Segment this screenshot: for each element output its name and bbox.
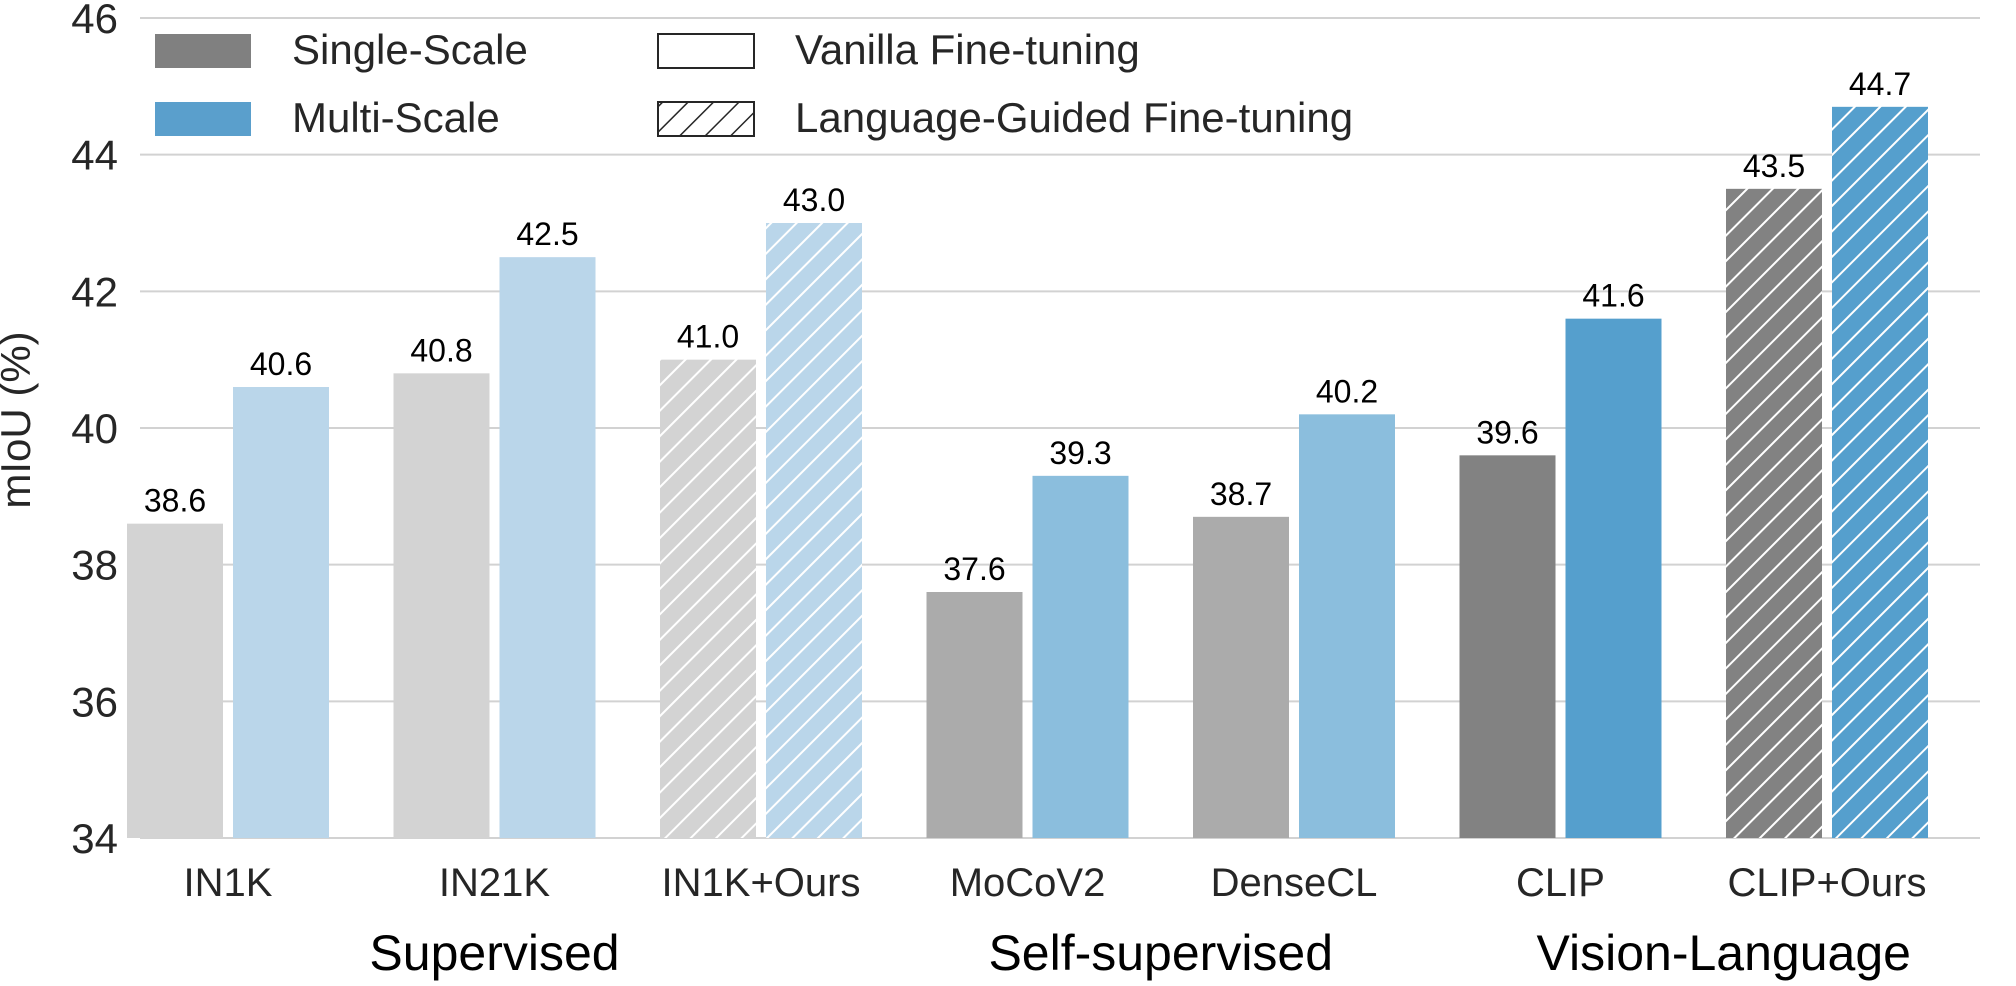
category-label: IN1K (184, 861, 273, 905)
group-labels: Supervised Self-supervised Vision-Language (369, 925, 1911, 981)
bar-multi-scale-densecl (1299, 414, 1395, 838)
legend-label: Single-Scale (292, 26, 528, 73)
legend-label: Multi-Scale (292, 94, 500, 141)
bar-multi-scale-mocov2 (1032, 475, 1129, 838)
bar-single-scale-densecl (1193, 516, 1289, 838)
value-label: 40.8 (410, 332, 472, 368)
bar-single-scale-in21k (393, 373, 490, 838)
y-axis-label: mIoU (%) (0, 331, 39, 508)
category-label: DenseCL (1211, 861, 1378, 905)
bar-single-scale-in1k-ours (660, 359, 756, 838)
legend-label: Language-Guided Fine-tuning (795, 94, 1353, 141)
value-label: 41.6 (1582, 278, 1644, 314)
legend-swatch (155, 102, 251, 136)
value-label: 41.0 (677, 319, 739, 355)
y-tick-label: 34 (71, 815, 118, 862)
value-label: 43.0 (783, 182, 845, 218)
category-labels: IN1K IN21K IN1K+Ours MoCoV2 DenseCL CLIP CLIP+… (184, 861, 1927, 905)
bar-multi-scale-clip-ours (1832, 106, 1928, 839)
category-label: MoCoV2 (950, 861, 1106, 905)
value-label: 44.7 (1849, 66, 1911, 102)
value-label: 38.6 (144, 483, 206, 519)
legend-label: Vanilla Fine-tuning (795, 26, 1140, 73)
y-tick-label: 38 (71, 542, 118, 589)
value-label: 43.5 (1743, 148, 1805, 184)
bar-multi-scale-clip (1565, 318, 1662, 839)
value-label: 39.3 (1049, 435, 1111, 471)
value-label: 39.6 (1476, 414, 1538, 450)
group-label: Vision-Language (1537, 925, 1911, 981)
bar-multi-scale-in1k (233, 387, 329, 838)
y-tick-label: 46 (71, 0, 118, 42)
bar-single-scale-in1k (127, 523, 223, 838)
bars (127, 106, 1928, 839)
legend-swatch (155, 34, 251, 68)
legend-swatch (657, 101, 755, 137)
legend: Single-Scale Multi-Scale Vanilla Fine-tuni… (155, 26, 1353, 141)
legend-swatch (657, 33, 755, 69)
value-label: 38.7 (1210, 476, 1272, 512)
y-tick-label: 44 (71, 132, 118, 179)
category-label: CLIP+Ours (1728, 861, 1927, 905)
bar-multi-scale-in21k (499, 257, 596, 839)
value-label: 40.6 (250, 346, 312, 382)
category-label: IN1K+Ours (662, 861, 861, 905)
bar-single-scale-mocov2 (926, 592, 1023, 838)
value-label: 37.6 (943, 551, 1005, 587)
group-label: Self-supervised (988, 925, 1333, 981)
value-label: 42.5 (516, 216, 578, 252)
category-label: CLIP (1516, 861, 1605, 905)
value-labels: 38.6 40.6 40.8 42.5 41.0 43.0 37.6 39.3 38.7 40.2… (144, 66, 1911, 587)
y-axis-ticks: 34 36 38 40 42 44 46 (71, 0, 118, 862)
y-tick-label: 40 (71, 405, 118, 452)
bar-multi-scale-in1k-ours (766, 223, 862, 838)
bar-single-scale-clip (1459, 455, 1556, 838)
value-label: 40.2 (1316, 373, 1378, 409)
group-label: Supervised (369, 925, 619, 981)
bar-single-scale-clip-ours (1726, 188, 1822, 839)
y-tick-label: 42 (71, 268, 118, 315)
y-tick-label: 36 (71, 678, 118, 725)
category-label: IN21K (439, 861, 550, 905)
